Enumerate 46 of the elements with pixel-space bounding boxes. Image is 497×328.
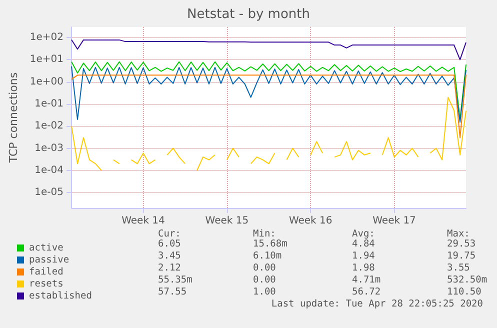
line-series [71, 39, 466, 60]
text: 110.50 [447, 286, 482, 298]
x-tick-label: Week 16 [288, 216, 332, 226]
y-axis-title: TCP connections [7, 72, 20, 164]
text: 15.68m [253, 238, 288, 250]
text: Min: [253, 228, 276, 240]
text: 4.84 [352, 238, 376, 250]
y-tick-label: 1e+02 [30, 32, 64, 44]
text: 1.98 [352, 262, 376, 274]
text: 55.35m [158, 274, 193, 286]
legend-label: established [29, 290, 92, 302]
x-tick-label: Week 14 [122, 216, 165, 226]
text: Last update: Tue Apr 28 22:05:25 2020 [271, 298, 484, 310]
text: 19.75 [447, 250, 476, 262]
text: Avg: [352, 228, 375, 240]
legend-label: resets [29, 278, 64, 290]
text: 29.53 [447, 238, 476, 250]
x-tick-label: Week 15 [205, 216, 249, 226]
text: Cur: [158, 228, 181, 240]
text: 1.00 [253, 286, 276, 298]
y-tick-label: 1e-02 [34, 120, 64, 132]
line-series [71, 74, 466, 138]
legend-label: active [29, 242, 64, 254]
y-tick-label: 1e-05 [34, 187, 64, 198]
text: 3.55 [447, 262, 470, 274]
text: 2.12 [158, 262, 181, 274]
y-tick-label: 1e-04 [34, 164, 64, 176]
text: 6.10m [253, 250, 282, 262]
x-tick-label: Week 17 [372, 216, 416, 226]
text: 4.71m [352, 274, 381, 286]
text: 0.00 [253, 262, 276, 274]
y-tick-label: 1e+00 [30, 76, 64, 88]
text: 532.50m [447, 274, 488, 286]
text: 0.00 [253, 274, 276, 286]
text: 6.05 [158, 238, 181, 250]
text: Max: [447, 228, 470, 240]
text: 57.55 [158, 286, 187, 298]
text: 3.45 [158, 250, 181, 262]
legend-label: passive [29, 254, 70, 266]
text: 56.72 [352, 286, 381, 298]
y-tick-label: 1e-03 [34, 142, 64, 154]
chart-title: Netstat - by month [187, 7, 310, 22]
y-tick-label: 1e-01 [34, 98, 64, 110]
y-tick-label: 1e+01 [30, 54, 64, 66]
text: 1.94 [352, 250, 376, 262]
legend-label: failed [29, 266, 64, 278]
